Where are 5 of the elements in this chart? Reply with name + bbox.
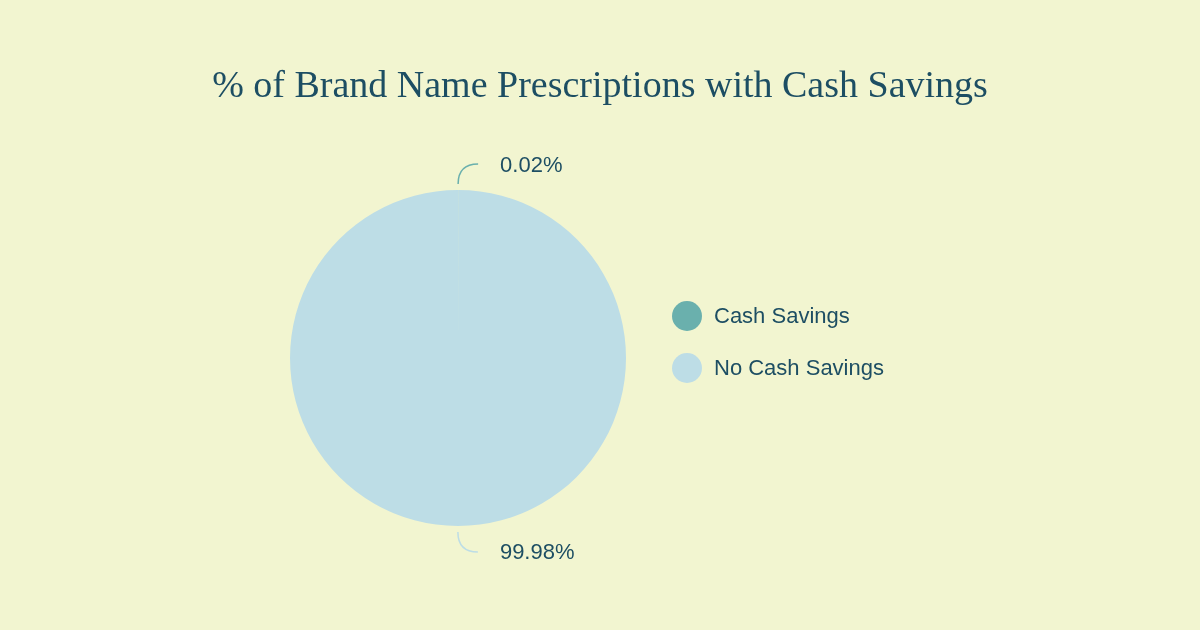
chart-title: % of Brand Name Prescriptions with Cash Savings (211, 62, 989, 106)
data-label: 99.98% (499, 539, 575, 565)
data-label: 0.02% (500, 151, 563, 177)
legend-label: No Cash Savings (714, 355, 884, 381)
legend-label: Cash Savings (714, 303, 850, 329)
